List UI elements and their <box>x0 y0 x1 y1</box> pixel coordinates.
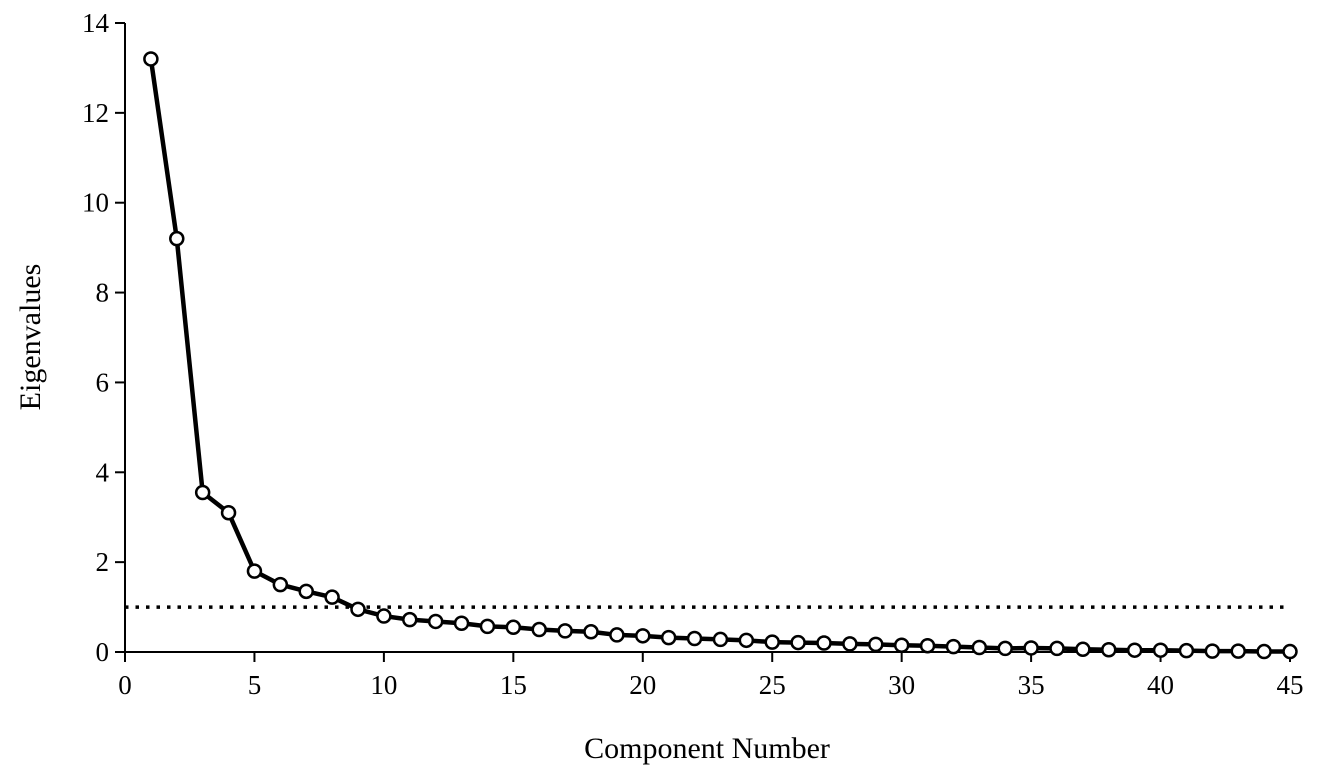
data-point <box>738 632 755 649</box>
data-point <box>1126 642 1143 658</box>
data-point <box>997 640 1013 657</box>
x-tick-label: 15 <box>500 670 527 700</box>
data-point <box>557 623 573 639</box>
data-point <box>609 627 625 643</box>
data-point <box>712 631 729 648</box>
data-point <box>1075 641 1091 658</box>
data-point <box>764 634 780 650</box>
x-tick-label: 35 <box>1018 670 1045 700</box>
series-group <box>143 51 1298 660</box>
data-point <box>919 637 936 654</box>
data-point <box>790 634 806 651</box>
x-tick-label: 5 <box>248 670 262 700</box>
data-point <box>220 504 237 521</box>
data-point <box>816 635 832 651</box>
data-point <box>272 576 289 593</box>
data-point <box>376 608 392 624</box>
data-point <box>686 630 703 647</box>
y-tick-label: 0 <box>96 637 110 667</box>
data-point <box>479 618 496 635</box>
data-point <box>246 563 263 579</box>
x-tick-label: 30 <box>888 670 915 700</box>
data-point <box>893 637 910 654</box>
data-point <box>583 624 599 640</box>
x-tick-label: 25 <box>759 670 786 700</box>
y-tick-label: 10 <box>82 188 109 218</box>
x-tick-label: 45 <box>1277 670 1304 700</box>
data-point <box>842 636 858 652</box>
x-tick-label: 0 <box>118 670 132 700</box>
x-tick-label: 20 <box>629 670 656 700</box>
data-point <box>427 613 444 630</box>
data-point <box>324 589 340 605</box>
y-tick-label: 2 <box>96 547 110 577</box>
data-point <box>1152 642 1169 658</box>
data-point <box>660 629 677 646</box>
y-tick-label: 4 <box>96 457 110 487</box>
data-point <box>1256 643 1272 660</box>
data-point <box>1230 643 1246 659</box>
data-point <box>868 636 884 653</box>
data-point <box>143 51 159 67</box>
x-tick-label: 40 <box>1147 670 1174 700</box>
x-axis-title: Component Number <box>584 732 830 765</box>
data-point <box>1049 640 1065 657</box>
axes: 0 2 4 6 8 10 12 14 0 5 10 15 20 25 30 35 40 45 <box>82 8 1304 700</box>
data-point <box>298 583 314 600</box>
x-tick-label: 10 <box>370 670 397 700</box>
data-point <box>505 619 522 636</box>
data-point <box>945 638 962 655</box>
data-point <box>1101 642 1117 658</box>
series-line <box>148 56 1293 654</box>
data-point <box>531 621 547 638</box>
data-point <box>453 615 470 631</box>
y-tick-label: 6 <box>96 367 110 397</box>
data-point <box>194 484 211 501</box>
data-point <box>971 639 988 656</box>
data-point <box>350 601 366 618</box>
data-point <box>169 230 185 247</box>
data-point <box>1023 640 1039 656</box>
data-point <box>635 628 651 644</box>
data-point <box>1282 643 1298 660</box>
data-point <box>1204 643 1221 659</box>
y-tick-label: 14 <box>82 8 110 38</box>
y-tick-label: 12 <box>82 98 109 128</box>
y-axis-title: Eigenvalues <box>14 264 47 411</box>
data-point <box>1178 642 1195 659</box>
y-tick-label: 8 <box>96 278 110 308</box>
data-point <box>402 611 418 628</box>
